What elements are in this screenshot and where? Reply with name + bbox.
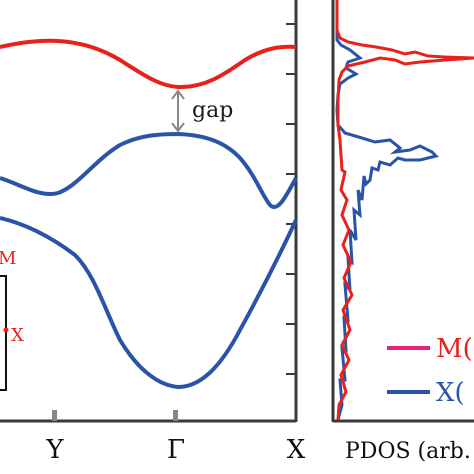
gap-label: gap xyxy=(192,98,233,123)
x-tick-label-x: X xyxy=(287,435,306,465)
inset-label-x: X xyxy=(11,325,24,346)
x-tick-label-y: Y xyxy=(45,435,64,465)
inset-point xyxy=(3,327,9,333)
pdos-series-m xyxy=(335,0,474,421)
band-panel: gap M X Y Γ X xyxy=(0,0,306,465)
tick-mark-y xyxy=(52,410,57,421)
band-right-ticks xyxy=(286,23,296,375)
pdos-legend: M( X( xyxy=(387,334,473,408)
band-series-red xyxy=(0,38,297,90)
inset-label-m: M xyxy=(0,248,16,269)
pdos-x-axis-label: PDOS (arb. xyxy=(345,439,471,464)
gap-arrow xyxy=(171,89,185,133)
tick-mark-gamma xyxy=(173,410,178,421)
band-series-blue-lower xyxy=(0,216,298,390)
inset-box xyxy=(0,275,7,391)
legend-label-m: M( xyxy=(436,334,473,364)
x-tick-label-gamma: Γ xyxy=(167,435,185,465)
legend-label-x: X( xyxy=(436,378,465,408)
band-series-blue-upper xyxy=(0,131,298,209)
pdos-panel: M( X( PDOS (arb. xyxy=(331,0,474,464)
